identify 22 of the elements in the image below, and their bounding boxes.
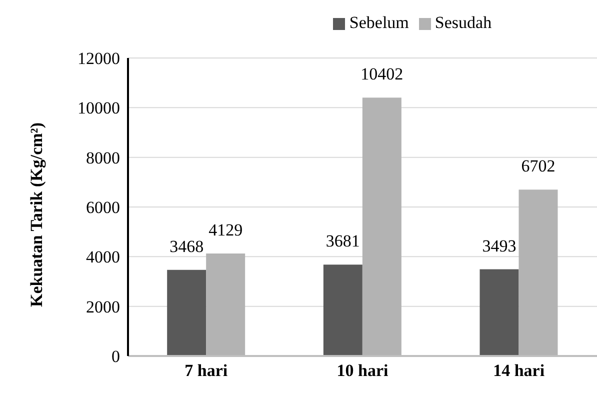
data-label: 6702: [521, 156, 556, 176]
bar: [167, 270, 206, 356]
legend-label: Sesudah: [434, 13, 492, 32]
y-tick-label: 4000: [86, 248, 120, 267]
data-label: 3493: [482, 236, 516, 256]
y-tick-label: 0: [112, 347, 120, 366]
data-label: 3681: [326, 232, 360, 251]
y-tick-label: 12000: [78, 49, 120, 68]
x-tick-label: 7 hari: [184, 361, 228, 380]
y-tick-label: 10000: [78, 98, 120, 118]
data-label: 4129: [208, 220, 243, 240]
y-axis-title: Kekuatan Tarik (Kg/cm²): [27, 122, 46, 307]
bar: [323, 264, 362, 356]
data-label: 10402: [360, 64, 404, 84]
x-tick-label: 14 hari: [493, 361, 545, 380]
y-tick-label: 2000: [86, 297, 120, 316]
y-tick-label: 6000: [86, 198, 120, 218]
x-tick-label: 10 hari: [336, 361, 389, 380]
bar: [480, 269, 519, 356]
data-label: 3468: [170, 236, 204, 256]
y-tick-label: 8000: [86, 148, 120, 168]
legend-label: Sebelum: [349, 13, 409, 32]
